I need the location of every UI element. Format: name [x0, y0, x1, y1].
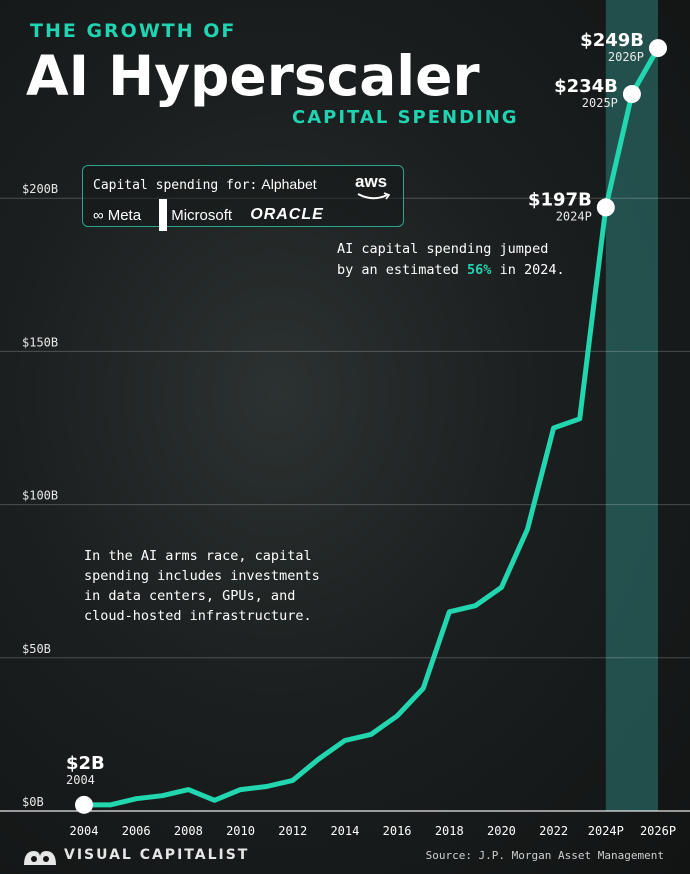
chart-title: AI Hyperscaler — [26, 44, 480, 108]
legend-company-meta: Meta — [107, 206, 142, 224]
note-context-line: cloud-hosted infrastructure. — [84, 608, 312, 624]
y-tick-label: $200B — [22, 182, 58, 196]
microsoft-windows-icon — [159, 199, 168, 231]
x-tick-label: 2006 — [122, 824, 151, 838]
x-tick-label: 2022 — [539, 824, 568, 838]
note-jump-line1: AI capital spending jumped — [337, 241, 548, 257]
data-label-year: 2026P — [608, 50, 644, 64]
data-label-value: $234B — [554, 76, 618, 97]
legend-company-oracle: ORACLE — [250, 206, 324, 223]
legend-label: Capital spending for: — [93, 178, 258, 193]
x-tick-label: 2018 — [435, 824, 464, 838]
y-tick-label: $0B — [22, 795, 44, 809]
data-label-value: $197B — [528, 189, 592, 210]
data-label-value: $2B — [66, 753, 105, 774]
x-tick-label: 2014 — [330, 824, 359, 838]
x-tick-label: 2024P — [588, 824, 624, 838]
x-tick-label: 2010 — [226, 824, 255, 838]
projection-band — [605, 0, 658, 811]
y-tick-label: $150B — [22, 335, 58, 349]
note-context-line: spending includes investments — [84, 568, 320, 584]
note-context-line: In the AI arms race, capital — [84, 548, 312, 564]
aws-smile-icon — [357, 192, 391, 200]
x-tick-label: 2008 — [174, 824, 203, 838]
chart-subtitle: CAPITAL SPENDING — [292, 107, 519, 128]
chart-kicker: THE GROWTH OF — [30, 20, 237, 42]
series-line — [81, 45, 661, 808]
x-tick-label: 2004 — [70, 824, 99, 838]
data-label-year: 2025P — [582, 96, 618, 110]
x-tick-label: 2026P — [640, 824, 676, 838]
x-tick-label: 2016 — [383, 824, 412, 838]
data-point — [649, 39, 667, 58]
legend-box: Capital spending for: Alphabet aws ∞ Meta … — [82, 165, 404, 231]
data-point — [75, 795, 93, 814]
meta-infinity-icon: ∞ — [93, 206, 104, 224]
x-tick-label: 2012 — [278, 824, 307, 838]
legend-company-aws: aws — [355, 172, 388, 191]
note-context-line: in data centers, GPUs, and — [84, 588, 295, 604]
footer-brand: VISUAL CAPITALIST — [64, 847, 250, 863]
legend-company-alphabet: Alphabet — [261, 176, 317, 192]
data-label-year: 2024P — [556, 209, 592, 223]
data-point — [622, 85, 641, 104]
legend-company-microsoft: Microsoft — [171, 206, 233, 224]
note-jump-line2: by an estimated 56% in 2024. — [337, 262, 565, 278]
y-tick-label: $100B — [22, 489, 58, 503]
y-tick-label: $50B — [22, 642, 51, 656]
footer-source: Source: J.P. Morgan Asset Management — [425, 849, 664, 862]
x-tick-label: 2020 — [487, 824, 516, 838]
data-label-year: 2004 — [66, 773, 95, 787]
data-label-value: $249B — [580, 30, 644, 51]
visual-capitalist-logo-icon — [24, 851, 56, 865]
data-point — [596, 198, 615, 217]
